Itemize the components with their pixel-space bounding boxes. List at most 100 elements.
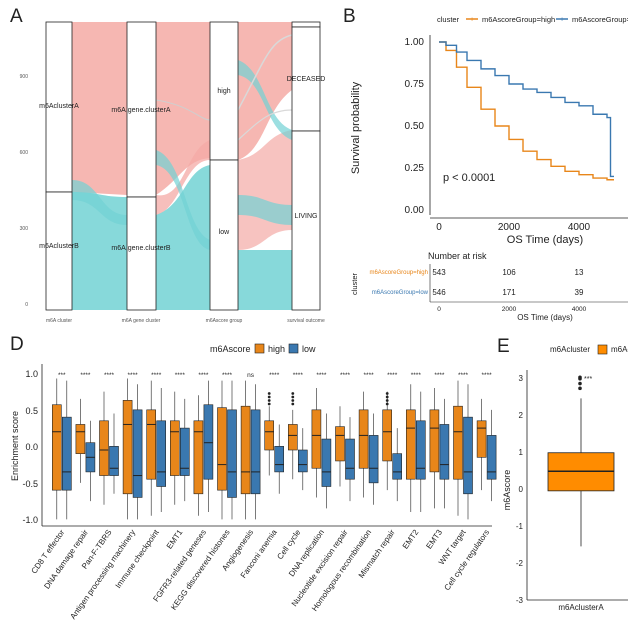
x-tick-label: 0 [437, 306, 441, 313]
e-box: *** [547, 375, 615, 547]
x-tick-label: 2000 [502, 306, 517, 313]
y-tick-label: 3 [519, 374, 524, 383]
flow-thread [155, 99, 211, 121]
y-tick-label: 1.0 [25, 369, 38, 379]
significance-label: **** [316, 372, 327, 379]
box-high [217, 407, 227, 491]
stratum-label: low [219, 229, 230, 236]
significance-label: **** [128, 372, 139, 379]
outlier-point [267, 395, 271, 399]
km-curve-low [439, 41, 614, 178]
km-xlabel: OS Time (days) [507, 234, 583, 246]
box-high [264, 420, 275, 451]
box-high [311, 409, 322, 469]
axis-label: survival outcome [287, 318, 325, 324]
outlier-point [578, 386, 582, 391]
y-tick-label: 1.00 [405, 37, 425, 48]
strata-labels: m6AclusterA m6AclusterB m6A.gene.cluster… [39, 76, 325, 252]
box-high [146, 409, 156, 480]
panel-d-label: D [10, 334, 24, 355]
flow-high-deceased [238, 22, 292, 160]
y-tick-label: 0.00 [405, 205, 425, 216]
box-legend-item-low: low [302, 344, 316, 354]
box-high [476, 420, 487, 458]
category-label: DNA damage repair [42, 528, 90, 591]
panel-d: D m6Ascore high low Enrichment score 1.0… [10, 334, 497, 621]
panel-b: B cluster + m6AscoreGroup=high + m6Ascor… [343, 6, 628, 322]
panel-a-axes: m6A cluster m6A gene cluster m6Ascore gr… [46, 318, 325, 324]
stratum-box [291, 26, 321, 132]
legend-swatch-a [597, 344, 608, 355]
box-low [132, 409, 143, 498]
significance-label: **** [458, 372, 469, 379]
y-tick-label: 300 [20, 226, 29, 232]
y-tick-label: 0.5 [25, 406, 38, 416]
axis-label: m6A cluster [46, 318, 72, 324]
e-yticks: 3 2 1 0 -1 -2 -3 [516, 374, 524, 605]
km-curves [439, 41, 614, 181]
y-tick-label: 0 [519, 485, 524, 494]
outlier-point [291, 395, 295, 399]
y-tick-label: 0.50 [405, 121, 425, 132]
legend-swatch-high [254, 343, 265, 354]
box-high [287, 424, 298, 451]
flow-thread [237, 109, 293, 141]
box-low [345, 438, 355, 480]
x-tick-label: 0 [436, 222, 442, 233]
box-high [240, 405, 251, 495]
box-legend: m6Ascore high low [210, 343, 316, 354]
outlier-point [385, 395, 389, 399]
box-high [51, 404, 62, 491]
outlier-point [267, 399, 271, 402]
box-high [358, 409, 369, 469]
panel-a: A [10, 6, 325, 324]
significance-label: **** [482, 372, 493, 379]
outlier-point [291, 399, 295, 402]
y-tick-label: 0.25 [405, 163, 425, 174]
risk-counts: 543 106 13 546 171 39 [432, 268, 584, 297]
risk-xticks: 0 2000 4000 [437, 306, 586, 313]
box-low [321, 438, 332, 487]
alluvial-flows [72, 22, 293, 310]
risk-count: 171 [502, 288, 516, 297]
risk-xlabel: OS Time (days) [517, 313, 573, 322]
y-tick-label: -1 [516, 522, 524, 531]
outlier-point [267, 392, 271, 395]
flow-clusterA [72, 22, 127, 195]
legend-plus: + [470, 17, 474, 24]
significance-label: ns [247, 372, 255, 379]
risk-count: 546 [432, 288, 446, 297]
stratum-box [209, 21, 239, 161]
flow-cross-b [72, 180, 127, 225]
panel-b-label: B [343, 6, 356, 27]
outlier-point [385, 402, 389, 406]
significance-label: **** [222, 372, 233, 379]
risk-count: 543 [432, 268, 446, 277]
km-pvalue: p < 0.0001 [443, 172, 495, 184]
km-yticks: 1.00 0.75 0.50 0.25 0.00 [405, 37, 425, 216]
box-high [170, 420, 180, 476]
y-tick-label: -2 [516, 559, 524, 568]
significance-label: **** [340, 372, 351, 379]
stratum-box [291, 21, 321, 28]
outlier-point [578, 375, 582, 380]
box-low [250, 409, 261, 495]
box-low [297, 449, 308, 473]
flow-geneB-low [156, 165, 210, 310]
box-legend-item-high: high [268, 344, 285, 354]
significance-label: **** [387, 372, 398, 379]
box-low [415, 420, 426, 480]
y-tick-label: 2 [519, 411, 524, 420]
legend-plus: + [560, 17, 564, 24]
x-tick-label: 4000 [568, 222, 591, 233]
box-low [61, 416, 72, 491]
y-tick-label: 0 [25, 302, 28, 308]
km-curve-high [439, 41, 614, 181]
box-high [405, 409, 416, 480]
km-xticks: 0 2000 4000 [436, 222, 590, 233]
box-low [392, 453, 403, 480]
stratum-box [126, 21, 157, 198]
box-low [368, 435, 379, 484]
e-xcategory: m6AclusterA [558, 603, 604, 612]
